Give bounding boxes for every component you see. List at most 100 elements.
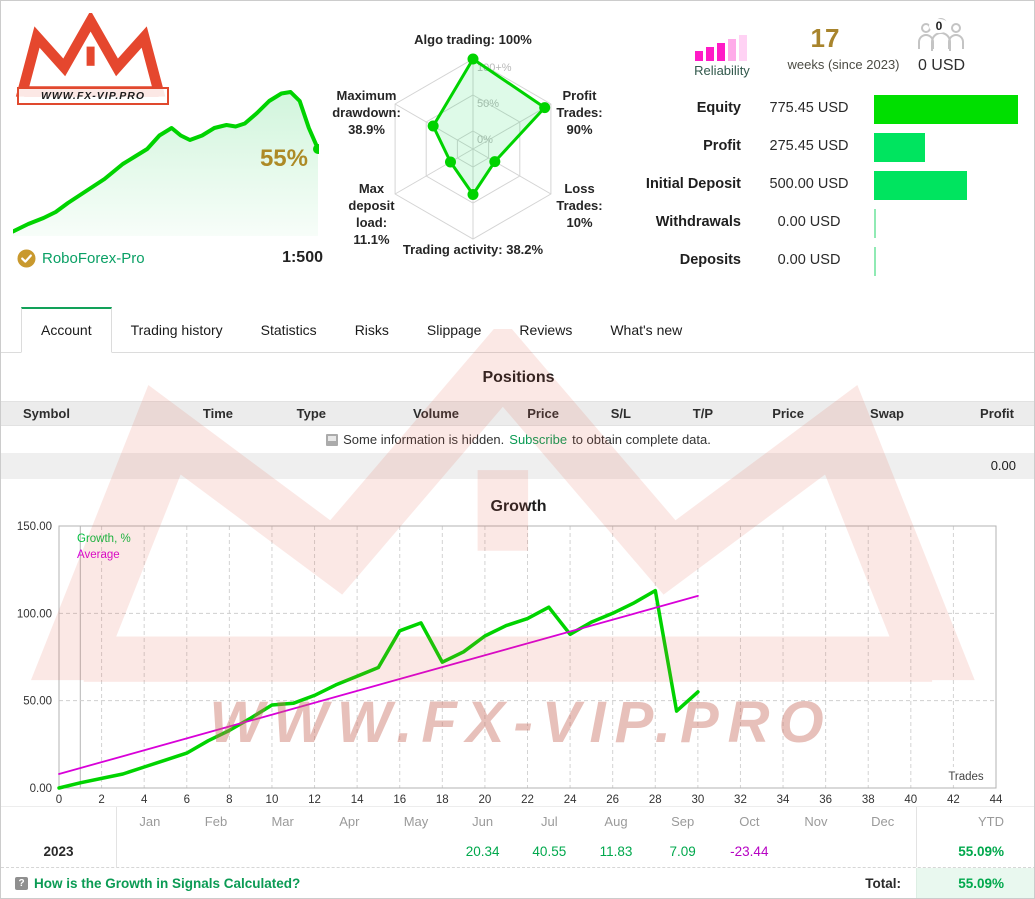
tab-trading-history[interactable]: Trading history [130,322,223,338]
stat-bar [874,209,876,238]
stat-label: Profit [703,138,741,154]
radar-label-trading-activity: Trading activity: 38.2% [402,242,544,257]
hidden-info-row: Some information is hidden. Subscribe to… [1,426,1034,453]
svg-text:42: 42 [947,794,960,806]
reliability-bars-icon [695,35,747,61]
radar-label-profit-trades: Profit Trades: 90% [556,88,603,137]
stat-row-profit: Profit 275.45 USD [561,129,1031,167]
svg-text:100.00: 100.00 [17,608,52,620]
month-header-sep: Sep [671,814,695,829]
radar-label-maximum-drawdown: Maximum drawdown: 38.9% [332,88,401,137]
growth-help-link[interactable]: ? How is the Growth in Signals Calculate… [15,876,300,891]
total-ytd-value: 55.09% [916,868,1034,898]
month-value-may [383,836,450,867]
tab-slippage[interactable]: Slippage [426,322,482,338]
tab-account[interactable]: Account [21,307,112,353]
month-value-ytd: 55.09% [915,836,1034,867]
stat-value: 775.45 USD [769,100,849,116]
month-header-spacer [1,807,116,837]
verified-badge-icon [17,249,36,268]
stat-label: Equity [696,100,741,116]
month-header-aug: Aug [604,814,628,829]
svg-text:10: 10 [266,794,279,806]
stat-row-equity: Equity 775.45 USD [561,91,1031,129]
monthly-table-row-2023: 2023 20.34 40.55 11.83 7.09 -23.44 55.09% [1,836,1034,868]
weeks-caption: weeks (since 2023) [787,57,900,72]
month-header-jun: Jun [472,814,494,829]
growth-help-text[interactable]: How is the Growth in Signals Calculated? [34,876,301,891]
site-watermark-text: WWW.FX-VIP.PRO [209,690,833,755]
month-header-jul: Jul [541,814,558,829]
svg-text:18: 18 [436,794,449,806]
svg-text:0: 0 [56,794,62,806]
stat-bar [874,95,1018,124]
svg-text:6: 6 [184,794,190,806]
svg-text:20: 20 [479,794,492,806]
stat-row-initial-deposit: Initial Deposit 500.00 USD [561,167,1031,205]
question-icon: ? [15,877,28,890]
month-value-apr [316,836,383,867]
svg-text:26: 26 [606,794,619,806]
weeks-count: 17 [810,23,840,53]
month-value-dec [849,836,916,867]
broker-link[interactable]: RoboForex-Pro [42,250,145,267]
hidden-info-icon [326,433,339,446]
distribution-radar-chart: 100+% 50% 0% [394,53,552,240]
svg-text:34: 34 [777,794,790,806]
stat-value: 275.45 USD [769,138,849,154]
positions-col-price: Price [772,406,804,421]
month-header-oct: Oct [739,814,760,829]
month-header-ytd: YTD [915,807,1034,837]
stat-row-deposits: Deposits 0.00 USD [561,243,1031,281]
month-header-jan: Jan [116,807,183,837]
svg-text:40: 40 [904,794,917,806]
month-value-sep: 7.09 [669,844,696,859]
month-header-may: May [403,814,429,829]
svg-text:Growth, %: Growth, % [77,533,131,545]
monthly-total-row: ? How is the Growth in Signals Calculate… [1,868,1034,898]
month-value-jan [116,836,183,867]
svg-text:50.00: 50.00 [23,696,52,708]
tab-statistics[interactable]: Statistics [260,322,317,338]
svg-text:44: 44 [990,794,1003,806]
stat-value: 500.00 USD [769,176,849,192]
svg-text:150.00: 150.00 [17,521,52,533]
month-header-apr: Apr [339,814,360,829]
positions-col-swap: Swap [870,406,904,421]
stat-bar [874,171,967,200]
svg-text:22: 22 [521,794,534,806]
tab-risks[interactable]: Risks [354,322,389,338]
svg-text:30: 30 [691,794,704,806]
positions-col-type: Type [296,406,326,421]
positions-col-price: Price [527,406,559,421]
month-header-dec: Dec [871,814,895,829]
stat-label: Deposits [679,252,741,268]
positions-col-profit: Profit [980,406,1014,421]
month-value-jul: 40.55 [532,844,567,859]
tab-reviews[interactable]: Reviews [519,322,573,338]
positions-table-header: Symbol Time Type Volume Price S/L T/P Price Swap… [1,401,1034,426]
svg-text:0.00: 0.00 [30,783,52,795]
svg-text:Average: Average [77,549,120,561]
monthly-table-header: Jan Feb Mar Apr May Jun Jul Aug Sep Oct Nov Dec YTD [1,806,1034,837]
positions-col-t-p: T/P [692,406,713,421]
svg-text:16: 16 [393,794,406,806]
tab-bar: Account Trading history Statistics Risks Sli… [1,304,1034,353]
growth-title: Growth [490,498,547,515]
month-header-feb: Feb [204,814,228,829]
account-stats: Equity 775.45 USD Profit 275.45 USD Initial … [561,91,1031,281]
radar-label-algo-trading: Algo trading: 100% [414,32,532,47]
subscribe-link[interactable]: Subscribe [509,432,568,447]
svg-text:50%: 50% [477,98,499,110]
month-value-mar [249,836,316,867]
hidden-info-prefix: Some information is hidden. [343,432,505,447]
month-header-mar: Mar [271,814,294,829]
positions-col-symbol: Symbol [23,406,70,421]
tab-what-s-new[interactable]: What's new [610,322,683,338]
positions-col-time: Time [202,406,233,421]
subscribers-amount: 0 USD [917,57,966,74]
crown-watermark [13,329,1023,749]
positions-total-row: 0.00 [1,453,1034,479]
